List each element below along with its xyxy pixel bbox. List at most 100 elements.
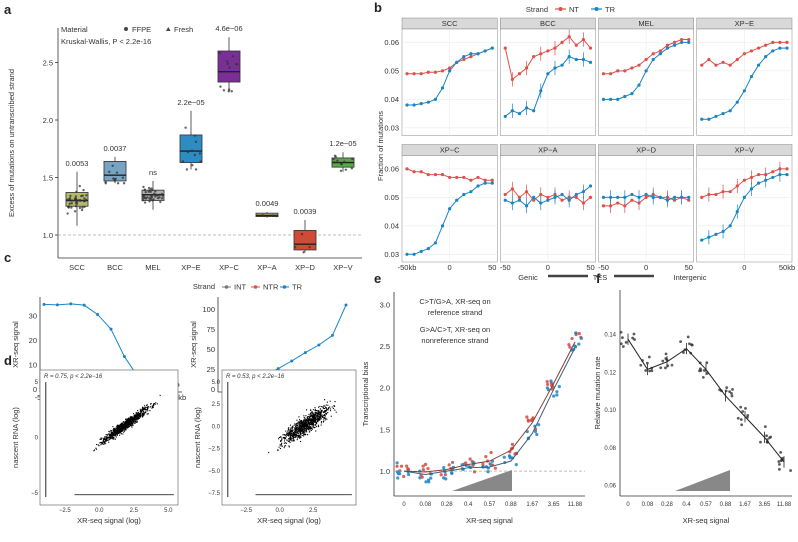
scatter-point bbox=[118, 425, 120, 427]
scatter-point bbox=[306, 425, 308, 427]
scatter-point bbox=[106, 439, 108, 441]
data-point-e bbox=[427, 480, 431, 484]
scatter-point bbox=[138, 414, 141, 416]
scatter-point bbox=[138, 417, 140, 419]
scatter-point bbox=[328, 407, 330, 409]
scatter-point bbox=[283, 442, 285, 444]
y-label-b: Fraction of mutations bbox=[376, 111, 385, 181]
data-point-tr bbox=[290, 359, 294, 363]
scatter-point bbox=[143, 414, 145, 416]
scatter-point bbox=[312, 421, 314, 423]
data-point-tr bbox=[700, 238, 704, 242]
scatter-point bbox=[314, 408, 316, 410]
signal-wedge-e bbox=[452, 470, 512, 491]
scatter-point bbox=[115, 427, 117, 429]
scatter-left-column bbox=[45, 382, 47, 497]
data-point-nt bbox=[721, 60, 725, 64]
scatter-point bbox=[136, 419, 138, 421]
scatter-point bbox=[312, 424, 314, 426]
y-tick-label-d: −5.0 bbox=[208, 469, 221, 475]
scatter-point bbox=[309, 423, 311, 425]
scatter-point bbox=[322, 414, 324, 416]
x-tick-label-b: 0 bbox=[644, 263, 648, 272]
y-tick-label-a: 2.0 bbox=[43, 116, 53, 125]
scatter-point bbox=[129, 421, 131, 423]
data-point-e bbox=[507, 454, 511, 458]
scatter-point bbox=[139, 411, 141, 413]
scatter-point bbox=[139, 414, 141, 416]
scatter-point bbox=[303, 423, 306, 425]
data-point-e bbox=[574, 331, 578, 335]
data-point bbox=[193, 134, 197, 137]
data-point-nt bbox=[714, 192, 718, 197]
scatter-point bbox=[132, 422, 134, 424]
scatter-point bbox=[116, 431, 118, 433]
scatter-point bbox=[127, 420, 130, 422]
data-point bbox=[156, 194, 159, 197]
scatter-point bbox=[317, 419, 319, 421]
data-point-nt bbox=[609, 72, 613, 76]
scatter-point bbox=[142, 411, 144, 413]
data-point-nt bbox=[756, 172, 761, 177]
scatter-point bbox=[140, 415, 142, 417]
scatter-point bbox=[324, 399, 326, 401]
scatter-point bbox=[295, 429, 297, 431]
x-tick-label-b: 0 bbox=[546, 263, 550, 272]
scatter-point bbox=[121, 425, 123, 427]
scatter-point bbox=[310, 414, 312, 416]
scatter-point bbox=[117, 432, 119, 434]
data-point-nt bbox=[680, 37, 684, 42]
scatter-point bbox=[146, 409, 148, 411]
scatter-point bbox=[292, 432, 295, 434]
scatter-point bbox=[325, 407, 327, 410]
scatter-point bbox=[326, 412, 328, 414]
scatter-point bbox=[120, 433, 122, 435]
data-point-e bbox=[450, 460, 455, 465]
scatter-point bbox=[104, 438, 106, 441]
data-point-f bbox=[778, 463, 781, 466]
scatter-point bbox=[288, 429, 290, 431]
data-point-tr bbox=[490, 46, 494, 50]
scatter-point bbox=[100, 444, 102, 446]
data-point bbox=[144, 197, 148, 200]
scatter-point bbox=[326, 401, 328, 403]
scatter-point bbox=[309, 418, 311, 420]
data-point bbox=[78, 206, 82, 210]
data-point-nt bbox=[644, 195, 648, 199]
scatter-point bbox=[126, 421, 128, 423]
scatter-point bbox=[280, 436, 282, 438]
scatter-point bbox=[314, 414, 316, 416]
data-point-tr bbox=[483, 181, 487, 185]
scatter-point bbox=[308, 420, 310, 423]
scatter-point bbox=[112, 432, 114, 434]
signal-wedge-f bbox=[675, 470, 730, 491]
scatter-point bbox=[325, 407, 327, 409]
scatter-point bbox=[292, 426, 294, 428]
scatter-point bbox=[149, 410, 151, 412]
scatter-point bbox=[131, 422, 133, 424]
scatter-point bbox=[100, 438, 102, 440]
scatter-point bbox=[324, 417, 326, 419]
scatter-point bbox=[306, 416, 309, 418]
scatter-point bbox=[309, 419, 311, 421]
scatter-point bbox=[311, 418, 313, 420]
scatter-point bbox=[110, 431, 112, 433]
x-tick-label-f: 0.88 bbox=[720, 502, 732, 508]
scatter-point bbox=[307, 427, 309, 429]
category-label-a: XP−C bbox=[219, 263, 239, 272]
legend-title-b: Strand bbox=[526, 5, 548, 14]
data-point bbox=[198, 152, 202, 155]
legend-marker-b bbox=[594, 7, 599, 11]
category-label-a: MEL bbox=[145, 263, 160, 272]
x-tick-label-b: 50kb bbox=[779, 263, 795, 272]
scatter-point bbox=[102, 441, 104, 443]
scatter-point bbox=[296, 419, 298, 421]
y-tick-label-f: 0.06 bbox=[604, 484, 616, 490]
scatter-point bbox=[136, 412, 138, 414]
scatter-point bbox=[303, 434, 305, 436]
legend-label-c: INT bbox=[234, 283, 247, 292]
scatter-point bbox=[104, 436, 106, 438]
data-point-tr bbox=[707, 235, 711, 239]
scatter-point bbox=[307, 420, 309, 422]
data-point-tr bbox=[700, 117, 704, 121]
